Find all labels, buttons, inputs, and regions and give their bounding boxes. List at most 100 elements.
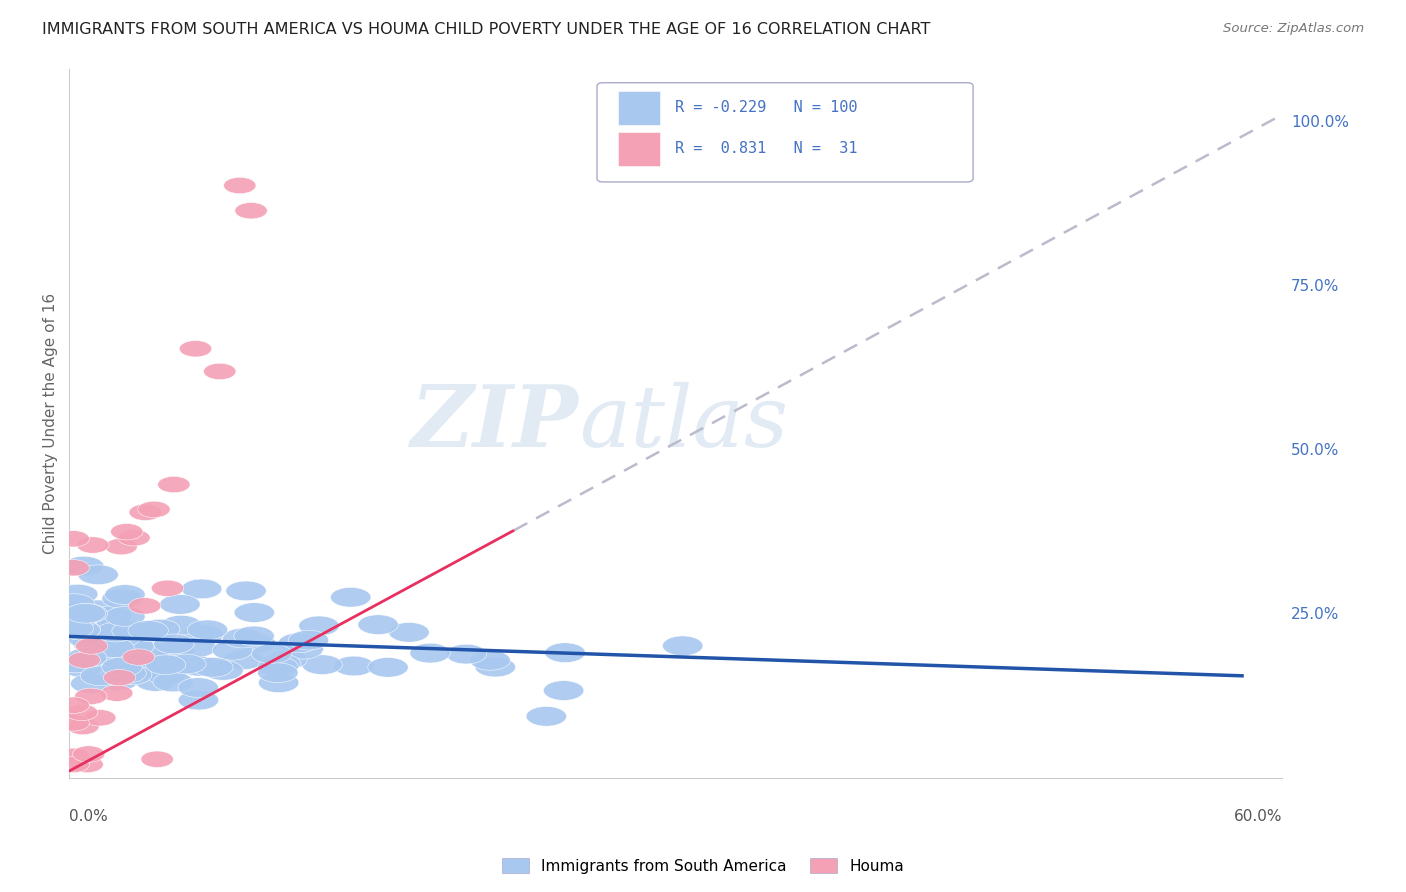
Ellipse shape — [58, 697, 90, 714]
Ellipse shape — [543, 681, 583, 700]
Ellipse shape — [115, 627, 156, 647]
Ellipse shape — [129, 504, 162, 521]
Ellipse shape — [359, 615, 398, 634]
Ellipse shape — [98, 629, 138, 648]
Text: IMMIGRANTS FROM SOUTH AMERICA VS HOUMA CHILD POVERTY UNDER THE AGE OF 16 CORRELA: IMMIGRANTS FROM SOUTH AMERICA VS HOUMA C… — [42, 22, 931, 37]
Ellipse shape — [138, 501, 170, 517]
Ellipse shape — [235, 202, 267, 219]
Ellipse shape — [128, 621, 169, 640]
Ellipse shape — [118, 653, 159, 673]
FancyBboxPatch shape — [617, 90, 659, 125]
Ellipse shape — [160, 595, 200, 615]
Ellipse shape — [446, 644, 486, 664]
Ellipse shape — [80, 615, 121, 634]
Ellipse shape — [70, 620, 111, 640]
Text: Source: ZipAtlas.com: Source: ZipAtlas.com — [1223, 22, 1364, 36]
Ellipse shape — [91, 606, 132, 625]
Y-axis label: Child Poverty Under the Age of 16: Child Poverty Under the Age of 16 — [44, 293, 58, 554]
Ellipse shape — [179, 657, 219, 676]
Ellipse shape — [101, 589, 142, 608]
Text: ZIP: ZIP — [411, 381, 579, 465]
Legend: Immigrants from South America, Houma: Immigrants from South America, Houma — [495, 852, 911, 880]
Ellipse shape — [368, 657, 408, 677]
Ellipse shape — [135, 672, 176, 691]
Ellipse shape — [181, 579, 222, 599]
Ellipse shape — [662, 636, 703, 656]
Ellipse shape — [267, 650, 307, 670]
Ellipse shape — [73, 634, 114, 654]
Text: 60.0%: 60.0% — [1234, 809, 1282, 824]
Ellipse shape — [53, 600, 93, 620]
Ellipse shape — [62, 657, 103, 677]
Ellipse shape — [53, 612, 93, 632]
Ellipse shape — [114, 637, 155, 657]
Ellipse shape — [76, 638, 108, 654]
Ellipse shape — [58, 748, 90, 764]
Ellipse shape — [546, 643, 585, 663]
Ellipse shape — [145, 655, 186, 674]
Ellipse shape — [233, 626, 274, 646]
Ellipse shape — [105, 664, 146, 683]
Ellipse shape — [104, 607, 145, 626]
Ellipse shape — [53, 619, 93, 639]
Ellipse shape — [77, 600, 118, 620]
Ellipse shape — [56, 653, 96, 673]
Ellipse shape — [65, 603, 105, 624]
Ellipse shape — [212, 640, 253, 660]
Ellipse shape — [101, 685, 134, 701]
Ellipse shape — [131, 622, 172, 641]
Ellipse shape — [56, 615, 96, 635]
Ellipse shape — [470, 650, 510, 670]
Ellipse shape — [259, 673, 299, 692]
Ellipse shape — [204, 363, 236, 380]
Text: R =  0.831   N =  31: R = 0.831 N = 31 — [675, 141, 858, 156]
Ellipse shape — [235, 633, 276, 653]
Ellipse shape — [111, 524, 143, 540]
Ellipse shape — [122, 648, 155, 665]
Ellipse shape — [58, 714, 90, 731]
Ellipse shape — [118, 530, 150, 546]
Ellipse shape — [222, 628, 263, 648]
Ellipse shape — [257, 657, 298, 676]
Ellipse shape — [333, 657, 374, 676]
Ellipse shape — [302, 655, 342, 674]
Text: atlas: atlas — [579, 382, 787, 465]
Ellipse shape — [63, 557, 104, 576]
FancyBboxPatch shape — [617, 132, 659, 166]
Ellipse shape — [129, 642, 170, 662]
Ellipse shape — [283, 640, 323, 659]
Ellipse shape — [60, 619, 100, 640]
Ellipse shape — [94, 638, 134, 657]
Ellipse shape — [235, 603, 274, 623]
Ellipse shape — [153, 634, 194, 654]
Ellipse shape — [224, 650, 264, 670]
Text: 0.0%: 0.0% — [69, 809, 108, 824]
Ellipse shape — [80, 638, 121, 657]
Ellipse shape — [526, 706, 567, 726]
Ellipse shape — [96, 623, 136, 642]
Ellipse shape — [152, 655, 191, 674]
Ellipse shape — [77, 625, 118, 645]
Ellipse shape — [260, 654, 301, 673]
Ellipse shape — [59, 619, 98, 640]
Ellipse shape — [162, 615, 201, 635]
Ellipse shape — [98, 671, 138, 690]
Ellipse shape — [152, 580, 184, 597]
Ellipse shape — [299, 616, 339, 636]
Ellipse shape — [73, 617, 114, 637]
Ellipse shape — [155, 641, 195, 661]
Ellipse shape — [58, 531, 90, 547]
FancyBboxPatch shape — [598, 83, 973, 182]
Ellipse shape — [70, 673, 111, 693]
Ellipse shape — [58, 584, 98, 604]
Ellipse shape — [389, 623, 429, 642]
Ellipse shape — [58, 608, 98, 628]
Ellipse shape — [179, 678, 218, 698]
Ellipse shape — [141, 751, 173, 767]
Ellipse shape — [67, 604, 107, 624]
Ellipse shape — [80, 666, 121, 686]
Ellipse shape — [179, 690, 219, 710]
Ellipse shape — [288, 631, 329, 650]
Ellipse shape — [153, 672, 194, 692]
Ellipse shape — [105, 539, 138, 555]
